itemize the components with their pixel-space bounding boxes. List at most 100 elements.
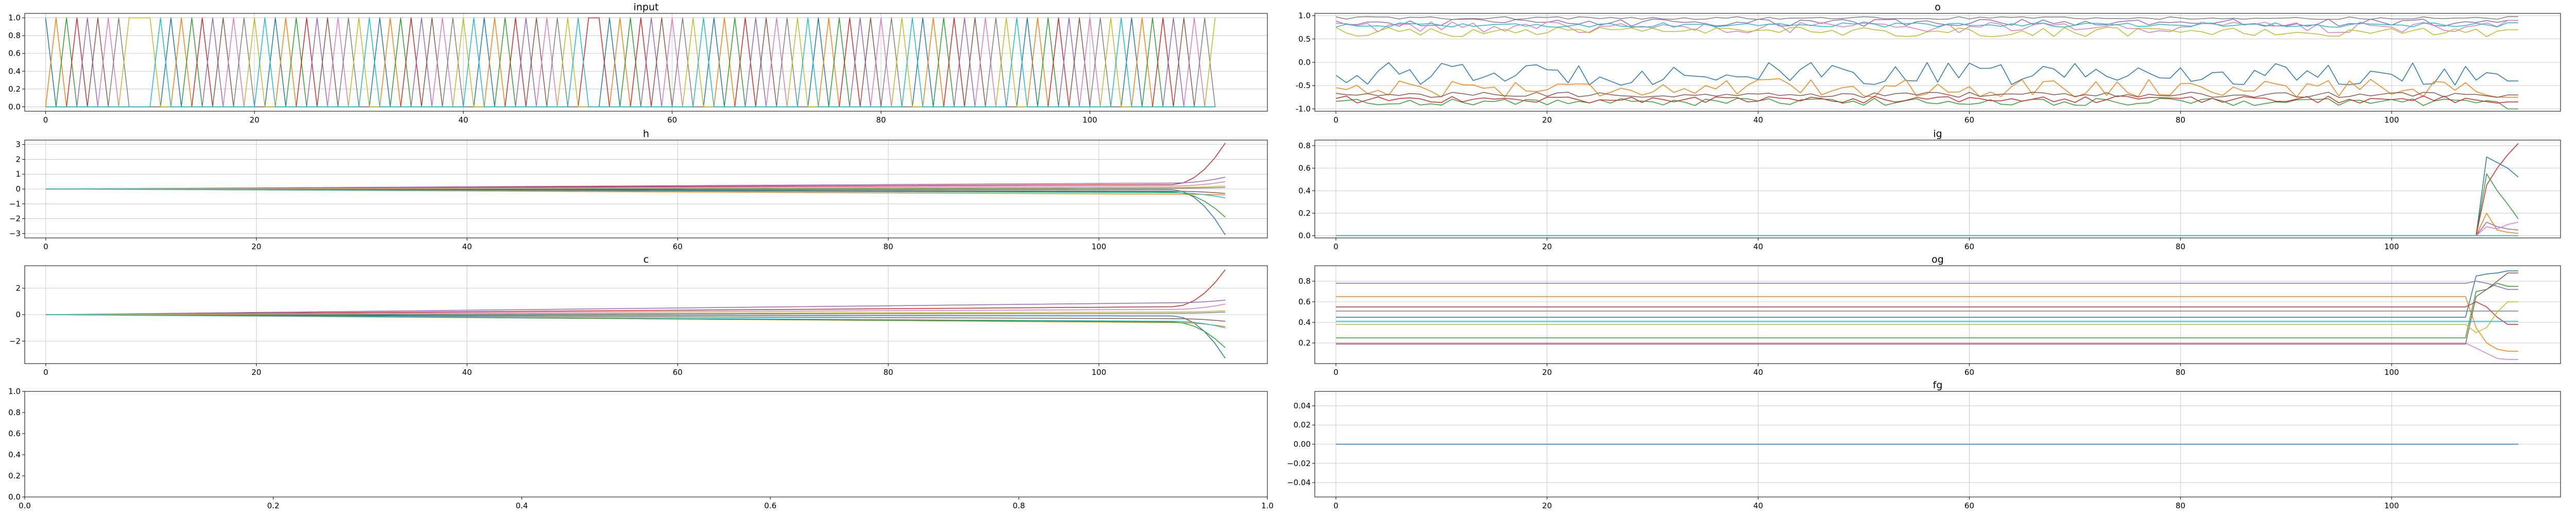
input-axes: 0 20 40 60 80 100 0.0 0.2 0.4 0.6 0.8 1.0 input bbox=[8, 2, 1268, 125]
fg-ytick-label-1: −0.02 bbox=[1287, 459, 1311, 468]
og-ytick-label-0: 0.2 bbox=[1298, 338, 1311, 348]
input-ytick-label-0: 0.0 bbox=[8, 102, 21, 111]
ig-xtick-label-2: 40 bbox=[1753, 242, 1763, 251]
h-series-0 bbox=[45, 188, 1226, 235]
ig-xtick-label-3: 60 bbox=[1964, 242, 1974, 251]
input-series-2 bbox=[45, 17, 1215, 108]
input-series-1 bbox=[45, 17, 1215, 108]
fg-xtick-label-2: 40 bbox=[1753, 501, 1763, 510]
empty-ytick-label-1: 0.2 bbox=[8, 471, 21, 480]
fg-xtick-label-4: 80 bbox=[2176, 501, 2185, 510]
input-xtick-label-1: 20 bbox=[249, 115, 259, 125]
fg-title: fg bbox=[1933, 380, 1943, 391]
ig-ytick-label-0: 0.0 bbox=[1298, 231, 1311, 241]
h-xtick-label-3: 60 bbox=[673, 242, 683, 251]
input-series-9 bbox=[45, 17, 1215, 108]
og-series-3 bbox=[1335, 301, 2519, 325]
c-ytick-label-1: 0 bbox=[15, 310, 21, 319]
o-series-7 bbox=[1335, 16, 2519, 20]
input-xtick-label-3: 60 bbox=[667, 115, 677, 125]
c-xtick-label-4: 80 bbox=[884, 368, 893, 377]
input-xtick-label-0: 0 bbox=[43, 115, 48, 125]
h-xtick-label-2: 40 bbox=[462, 242, 472, 251]
ig-series-6 bbox=[1335, 221, 2519, 236]
o-series-0 bbox=[1335, 62, 2519, 86]
fg-ytick-label-4: 0.04 bbox=[1294, 401, 1311, 410]
ig-xtick-label-5: 100 bbox=[2384, 242, 2399, 251]
ig-series-4 bbox=[1335, 221, 2519, 236]
og-xtick-label-2: 40 bbox=[1753, 368, 1763, 377]
h-series-2 bbox=[45, 188, 1226, 218]
c-xtick-label-3: 60 bbox=[673, 368, 683, 377]
h-xtick-label-5: 100 bbox=[1092, 242, 1107, 251]
input-xtick-label-2: 40 bbox=[459, 115, 468, 125]
og-ytick-label-2: 0.6 bbox=[1298, 297, 1311, 306]
fg-ytick-label-3: 0.02 bbox=[1294, 420, 1311, 430]
h-ytick-label-4: 1 bbox=[15, 169, 21, 179]
o-series-5 bbox=[1335, 92, 2519, 98]
ig-ytick-label-3: 0.6 bbox=[1298, 164, 1311, 173]
h-series-3 bbox=[45, 143, 1226, 190]
c-ytick-label-2: 2 bbox=[15, 284, 21, 293]
o-xtick-label-2: 40 bbox=[1753, 115, 1763, 125]
input-series-5 bbox=[45, 17, 1215, 108]
og-series-6 bbox=[1335, 342, 2519, 360]
o-series-9 bbox=[1335, 22, 2519, 28]
h-ytick-label-5: 2 bbox=[15, 154, 21, 164]
c-xtick-label-2: 40 bbox=[462, 368, 472, 377]
input-series-7 bbox=[45, 17, 1216, 108]
c-series-3 bbox=[45, 269, 1226, 315]
h-ytick-label-6: 3 bbox=[15, 140, 21, 149]
o-series-6 bbox=[1335, 20, 2519, 33]
c-series-5 bbox=[45, 314, 1226, 322]
h-ytick-label-0: −3 bbox=[9, 229, 21, 238]
fg-ytick-label-2: 0.00 bbox=[1294, 440, 1311, 449]
empty-ytick-label-3: 0.6 bbox=[8, 429, 21, 438]
ig-xtick-label-0: 0 bbox=[1333, 242, 1338, 251]
o-series-4 bbox=[1335, 19, 2519, 27]
ig-ytick-label-1: 0.2 bbox=[1298, 209, 1311, 218]
ig-frame bbox=[1314, 140, 2561, 238]
c-ytick-label-0: −2 bbox=[9, 336, 21, 346]
ig-series-1 bbox=[1335, 213, 2519, 236]
h-ytick-label-2: −1 bbox=[9, 199, 21, 209]
o-series-2 bbox=[1335, 98, 2519, 110]
h-series-4 bbox=[45, 177, 1226, 190]
input-xtick-label-4: 80 bbox=[876, 115, 886, 125]
input-ytick-label-1: 0.2 bbox=[8, 84, 21, 94]
ig-ytick-label-4: 0.8 bbox=[1298, 141, 1311, 150]
input-series-8 bbox=[45, 17, 1216, 108]
c-series-4 bbox=[45, 300, 1226, 315]
o-xtick-label-0: 0 bbox=[1333, 115, 1338, 125]
input-xtick-label-5: 100 bbox=[1082, 115, 1097, 125]
empty-frame bbox=[24, 391, 1268, 497]
empty-xtick-label-1: 0.2 bbox=[267, 501, 279, 510]
h-xtick-label-0: 0 bbox=[43, 242, 48, 251]
c-axes: 0 20 40 60 80 100 −2 0 2 c bbox=[9, 254, 1268, 377]
o-ytick-label-2: 0.0 bbox=[1298, 58, 1311, 67]
fg-axes: 0 20 40 60 80 100 −0.04 −0.02 0.00 0.02 0.04 fg bbox=[1287, 380, 2561, 510]
ig-series-0 bbox=[1335, 157, 2519, 236]
og-series-8 bbox=[1335, 301, 2519, 333]
h-ytick-label-3: 0 bbox=[15, 184, 21, 194]
empty-ytick-label-4: 0.8 bbox=[8, 408, 21, 417]
og-series-4 bbox=[1335, 281, 2519, 290]
c-title: c bbox=[643, 254, 649, 265]
c-series-9 bbox=[45, 314, 1226, 329]
og-series-2 bbox=[1335, 283, 2519, 338]
c-series-2 bbox=[45, 314, 1226, 348]
input-title: input bbox=[634, 2, 659, 13]
o-xtick-label-1: 20 bbox=[1542, 115, 1552, 125]
fg-xtick-label-3: 60 bbox=[1964, 501, 1974, 510]
input-series-0 bbox=[45, 17, 1215, 108]
input-ytick-label-3: 0.6 bbox=[8, 49, 21, 58]
og-axes: 0 20 40 60 80 100 0.2 0.4 0.6 0.8 og bbox=[1298, 254, 2561, 377]
o-ytick-label-1: -0.5 bbox=[1296, 81, 1311, 90]
h-series-9 bbox=[45, 188, 1226, 199]
og-frame bbox=[1314, 265, 2561, 364]
o-series-1 bbox=[1335, 78, 2519, 98]
ig-ytick-label-2: 0.4 bbox=[1298, 186, 1311, 195]
empty-xtick-label-3: 0.6 bbox=[764, 501, 776, 510]
og-series-0 bbox=[1335, 270, 2519, 318]
o-xtick-label-3: 60 bbox=[1964, 115, 1974, 125]
